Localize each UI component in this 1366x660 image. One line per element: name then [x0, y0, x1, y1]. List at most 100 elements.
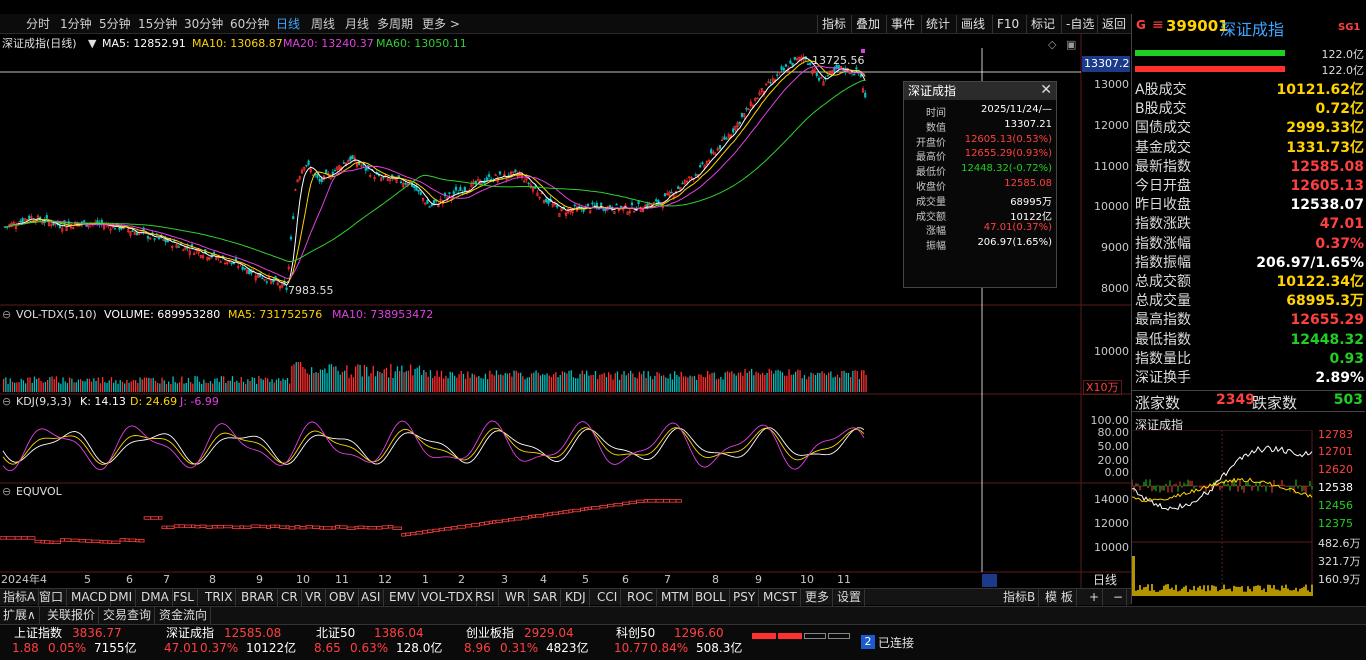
- quote-label: 最高指数: [1135, 312, 1191, 329]
- tool-overlay-button[interactable]: 叠加: [851, 15, 884, 33]
- kline-chart-area[interactable]: [0, 34, 1131, 588]
- equvol-collapse-icon[interactable]: ⊖: [2, 485, 12, 498]
- quote-label: 指数涨跌: [1135, 216, 1191, 233]
- tab-indicator[interactable]: DMA: [138, 589, 173, 606]
- tab-indicator[interactable]: ASI: [358, 589, 385, 606]
- tab-indicator[interactable]: EMV: [386, 589, 420, 606]
- tab-indicator[interactable]: 更多: [802, 589, 834, 606]
- tab-expand[interactable]: 扩展∧: [0, 607, 40, 624]
- close-icon[interactable]: ✕: [1040, 82, 1052, 98]
- x-axis-mode-label[interactable]: 日线: [1093, 573, 1118, 587]
- remove-pane-button[interactable]: −: [1110, 589, 1128, 606]
- mini-intraday-chart[interactable]: [1132, 430, 1365, 596]
- period-15min[interactable]: 15分钟: [138, 17, 178, 31]
- tool-mark-button[interactable]: 标记: [1026, 15, 1059, 33]
- tab-indicator[interactable]: FSL: [170, 589, 198, 606]
- tab-indicator[interactable]: ROC: [624, 589, 658, 606]
- connection-status[interactable]: 已连接: [878, 636, 915, 650]
- volume-bar: [271, 379, 273, 392]
- volume-bar: [280, 380, 282, 392]
- volume-bar: [647, 371, 649, 392]
- candle-body: [791, 62, 794, 66]
- candle-body: [833, 66, 836, 72]
- tab-indicator[interactable]: BOLL: [692, 589, 730, 606]
- tab-indicator[interactable]: MACD: [68, 589, 111, 606]
- volume-bar: [234, 381, 236, 392]
- volume-bar: [322, 369, 324, 392]
- volume-bar: [339, 374, 341, 392]
- tab-indicator[interactable]: BRAR: [238, 589, 278, 606]
- tab-trade-query[interactable]: 交易查询: [100, 607, 156, 624]
- volume-bar: [117, 383, 119, 392]
- tab-indicator[interactable]: 指标A: [0, 589, 40, 606]
- volume-collapse-icon[interactable]: ⊖: [2, 308, 12, 321]
- tab-template[interactable]: 模 板: [1042, 589, 1077, 606]
- tab-indicator[interactable]: RSI: [472, 589, 499, 606]
- window-toggle-icon[interactable]: ▣: [1066, 38, 1077, 51]
- volume-bar: [16, 382, 18, 392]
- tab-indicator[interactable]: VR: [302, 589, 326, 606]
- tab-indicator[interactable]: DMI: [106, 589, 137, 606]
- period-1min[interactable]: 1分钟: [60, 17, 92, 31]
- volume-bar: [264, 377, 267, 392]
- period-fenshi[interactable]: 分时: [26, 17, 51, 31]
- tool-watchlist-button[interactable]: -自选: [1061, 15, 1098, 33]
- tool-stats-button[interactable]: 统计: [921, 15, 954, 33]
- volume-bar: [729, 372, 731, 392]
- tab-indicator[interactable]: KDJ: [562, 589, 590, 606]
- volume-bar: [282, 378, 284, 392]
- menu-icon[interactable]: ≡: [1152, 17, 1164, 33]
- tool-indicator-button[interactable]: 指标: [817, 15, 850, 33]
- period-multi[interactable]: 多周期: [377, 17, 414, 31]
- tab-indicator[interactable]: WR: [502, 589, 530, 606]
- add-pane-button[interactable]: +: [1086, 589, 1104, 606]
- volume-bar: [599, 374, 601, 392]
- tool-back-button[interactable]: 返回: [1097, 15, 1130, 33]
- candle-body: [245, 269, 249, 274]
- period-60min[interactable]: 60分钟: [230, 17, 270, 31]
- volume-bar: [797, 369, 799, 392]
- diamond-icon[interactable]: ◇: [1048, 38, 1057, 51]
- period-30min[interactable]: 30分钟: [184, 17, 224, 31]
- tool-draw-button[interactable]: 画线: [956, 15, 989, 33]
- tab-indicator[interactable]: TRIX: [202, 589, 237, 606]
- volume-bar: [755, 371, 757, 392]
- tab-indicator[interactable]: SAR: [530, 589, 562, 606]
- volume-bar: [304, 368, 306, 392]
- expand-icon[interactable]: ▼: [88, 37, 97, 50]
- group-badge[interactable]: G: [1136, 18, 1146, 32]
- volume-bar: [863, 370, 865, 392]
- tab-indicator[interactable]: PSY: [730, 589, 760, 606]
- kdj-collapse-icon[interactable]: ⊖: [2, 395, 12, 408]
- tab-related-quotes[interactable]: 关联报价: [44, 607, 100, 624]
- tab-fund-flow[interactable]: 资金流向: [156, 607, 212, 624]
- y-tick: 11000: [1094, 160, 1129, 173]
- period-monthly[interactable]: 月线: [345, 17, 370, 31]
- tab-indicator[interactable]: CR: [278, 589, 302, 606]
- period-daily[interactable]: 日线: [276, 17, 301, 31]
- status-price: 1296.60: [674, 626, 724, 640]
- candle-body: [721, 139, 724, 141]
- volume-bar: [799, 370, 801, 392]
- tab-indicator[interactable]: VOL-TDX: [418, 589, 477, 606]
- period-more[interactable]: 更多 >: [422, 17, 460, 31]
- period-weekly[interactable]: 周线: [311, 17, 336, 31]
- tab-indicator[interactable]: OBV: [326, 589, 359, 606]
- volume-bar: [777, 369, 779, 392]
- tab-indicator[interactable]: 窗口: [36, 589, 68, 606]
- period-5min[interactable]: 5分钟: [99, 17, 131, 31]
- tab-indicator[interactable]: CCI: [594, 589, 622, 606]
- tooltip-value: 12585.08: [1004, 178, 1052, 189]
- tool-events-button[interactable]: 事件: [886, 15, 919, 33]
- tool-f10-button[interactable]: F10: [992, 15, 1023, 33]
- tab-indicator-b[interactable]: 指标B: [1000, 589, 1040, 606]
- tooltip-row: 振幅 206.97(1.65%): [904, 237, 1056, 252]
- tab-indicator[interactable]: 设置: [834, 589, 866, 606]
- volume-ma10: MA10: 738953472: [332, 308, 434, 321]
- volume-bar: [601, 374, 603, 392]
- quote-row: B股成交 0.72亿: [1135, 100, 1364, 119]
- volume-bar: [91, 381, 93, 392]
- tab-indicator[interactable]: MTM: [658, 589, 694, 606]
- tooltip-row: 时间 2025/11/24/—: [904, 104, 1056, 119]
- tab-indicator[interactable]: MCST: [760, 589, 801, 606]
